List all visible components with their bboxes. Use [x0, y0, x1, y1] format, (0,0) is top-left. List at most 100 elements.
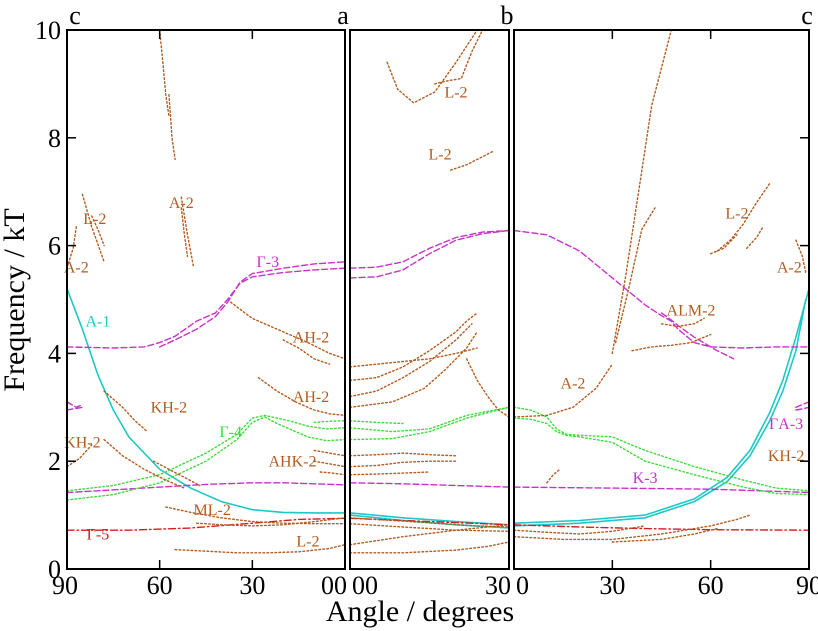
x-tick-label: 90 [796, 571, 818, 600]
brown-dotted-series-line [546, 468, 561, 484]
brown-dotted-series-line [196, 517, 345, 527]
band-label: AH-2 [293, 330, 329, 347]
brown-dotted-series-line [159, 30, 170, 117]
brown-dotted-series-line [795, 239, 807, 274]
band-label: L-2 [444, 84, 467, 101]
x-axis-title: Angle / degrees [326, 595, 514, 628]
brown-dotted-series-line [710, 234, 738, 255]
y-axis: 0 2 4 6 8 10 [35, 16, 809, 584]
brown-dotted-series-line [350, 517, 509, 528]
brown-dotted-series-line [450, 150, 494, 171]
y-tick-label: 6 [48, 232, 61, 261]
panel-frame [66, 29, 346, 570]
brown-dotted-series-line [514, 514, 751, 541]
magenta-dashed-series-line [795, 401, 809, 408]
x-tick-label: 00 [321, 571, 347, 600]
brown-dotted-series-line [611, 527, 718, 543]
band-label: ALM-2 [667, 303, 716, 320]
brown-dotted-series-line [386, 30, 478, 104]
magenta-dashed-series-line [514, 229, 809, 349]
y-tick-label: 2 [48, 447, 61, 476]
red-dashdot-series-line [67, 517, 345, 531]
brown-dotted-series-line [350, 523, 509, 532]
brown-dotted-series-line [350, 452, 457, 457]
brown-dotted-series-line [350, 312, 478, 382]
magenta-dashed-series-line [350, 229, 509, 279]
brown-dotted-series-line [350, 460, 457, 468]
green-dotted-series-line [350, 406, 509, 433]
brown-dotted-series-line [319, 471, 345, 476]
band-label: AHK-2 [269, 454, 317, 471]
green-dotted-series-line [514, 417, 809, 496]
cyan-solid-series-line [514, 287, 809, 524]
brown-dotted-series-line [611, 30, 672, 355]
brown-dotted-series-line [631, 333, 712, 352]
brown-dotted-series-line [67, 226, 77, 268]
green-dotted-series-line [350, 406, 509, 441]
brown-dotted-series-line [350, 331, 478, 408]
brown-dotted-series-line [168, 94, 176, 161]
magenta-dashed-series-line [660, 312, 735, 360]
brown-dotted-series-line [282, 339, 331, 365]
brown-dotted-series-line [180, 196, 195, 268]
band-label: Γ-3 [257, 254, 280, 271]
green-dotted-series-line [67, 414, 345, 492]
brown-dotted-series-line [350, 471, 431, 476]
brown-dotted-series-line [660, 317, 705, 328]
magenta-dashed-series-line [159, 261, 345, 348]
band-label: A-2 [561, 375, 586, 392]
brown-dotted-series-line [152, 460, 201, 487]
brown-dotted-series-line [313, 449, 345, 457]
x-tick-label: 00 [352, 571, 378, 600]
x-tick-label: 30 [599, 571, 625, 600]
brown-dotted-series-line [350, 323, 473, 398]
brown-dotted-series-line [91, 215, 105, 247]
series-group [67, 30, 345, 554]
corner-label: a [337, 1, 349, 30]
brown-dotted-series-line [746, 226, 764, 249]
magenta-dashed-series-line [67, 482, 345, 494]
brown-dotted-series-line [180, 207, 189, 258]
y-tick-label: 10 [35, 16, 61, 45]
green-dotted-series-line [350, 420, 404, 425]
brown-dotted-series-line [103, 438, 186, 489]
magenta-dashed-series-line [67, 406, 84, 411]
panel-a-to-b: L-2 L-2 00 30 b [349, 1, 514, 600]
brown-dotted-series-line [614, 207, 656, 344]
band-label: ML-2 [194, 502, 231, 519]
y-tick-label: 8 [48, 124, 61, 153]
brown-dotted-series-line [514, 525, 646, 535]
brown-dotted-series-line [313, 460, 345, 468]
brown-dotted-series-line [514, 363, 613, 418]
x-tick-label: 60 [698, 571, 724, 600]
panel-frame [349, 29, 510, 570]
corner-label: c [69, 1, 81, 30]
cyan-solid-series-line [67, 287, 345, 514]
band-label: KH-2 [64, 435, 100, 452]
band-label: L-2 [429, 146, 452, 163]
corner-label: b [501, 1, 514, 30]
band-label: AH-2 [293, 389, 329, 406]
series-group [350, 30, 509, 554]
magenta-dashed-series-line [795, 406, 809, 411]
band-label: KH-2 [768, 448, 804, 465]
panel-c-to-a: A-1 Γ-3 Γ-4 Γ-5 A-2 L-2 A-2 AH-2 AH-2 KH-2 KH-2 AHK… [52, 1, 349, 600]
x-tick-label: 30 [239, 571, 265, 600]
green-dotted-series-line [67, 416, 345, 501]
band-label: A-1 [85, 313, 110, 330]
band-label: K-3 [633, 470, 658, 487]
brown-dotted-series-line [174, 544, 345, 554]
x-tick-label: 60 [147, 571, 173, 600]
brown-dotted-series-line [465, 358, 509, 418]
brown-dotted-series-line [165, 506, 345, 525]
band-label: KH-2 [151, 400, 187, 417]
x-tick-label: 30 [485, 571, 511, 600]
corner-label: c [801, 1, 813, 30]
red-dashdot-series-line [514, 524, 809, 531]
brown-dotted-series-line [350, 541, 509, 554]
cyan-solid-series-line [514, 298, 807, 527]
band-label: L-2 [83, 211, 106, 228]
band-label: ΓA-3 [769, 416, 803, 433]
